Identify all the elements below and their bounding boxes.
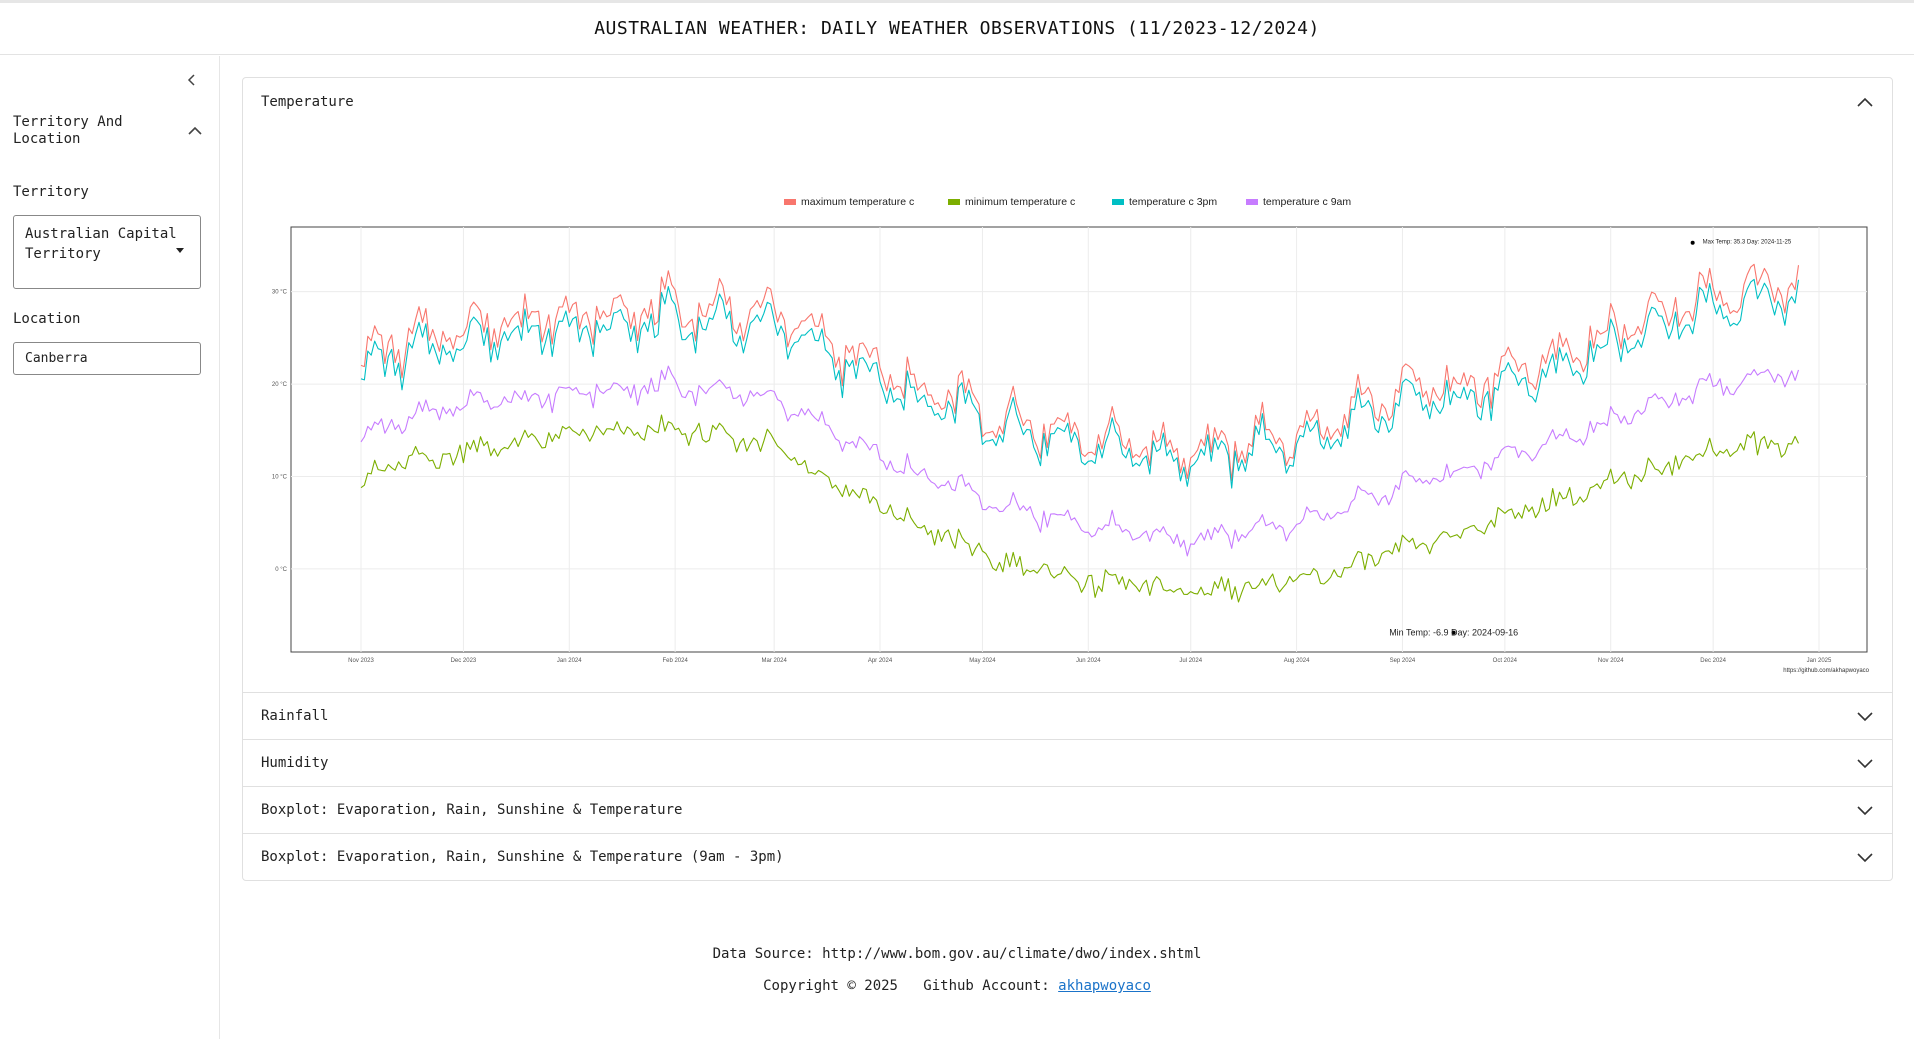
territory-label: Territory — [13, 184, 89, 200]
caret-down-icon — [176, 248, 184, 253]
accordion-title: Territory And Location — [13, 114, 123, 147]
legend-label-3: temperature c 3pm — [1129, 196, 1217, 208]
panel-humidity-header[interactable]: Humidity — [243, 739, 1892, 786]
y-tick-label: 10 °C — [272, 474, 288, 480]
legend-label-4: temperature c 9am — [1263, 196, 1351, 208]
legend-swatch-3 — [1112, 199, 1124, 205]
x-tick-label: Dec 2023 — [451, 658, 477, 664]
chevron-left-icon — [187, 74, 195, 86]
x-tick-label: Mar 2024 — [761, 658, 787, 664]
legend-swatch-4 — [1246, 199, 1258, 205]
y-tick-label: 20 °C — [272, 382, 288, 388]
panel-title: Rainfall — [261, 708, 329, 724]
github-label: Github Account: — [923, 978, 1050, 994]
footer-source: Data Source: http://www.bom.gov.au/clima… — [712, 946, 1202, 962]
x-tick-label: Sep 2024 — [1390, 658, 1416, 664]
legend-swatch-1 — [784, 199, 796, 205]
page-title: AUSTRALIAN WEATHER: DAILY WEATHER OBSERV… — [594, 18, 1320, 39]
territory-location-accordion[interactable]: Territory And Location — [13, 114, 203, 148]
x-tick-label: Nov 2024 — [1598, 658, 1624, 664]
series-line-3 — [360, 278, 1800, 489]
legend-label-2: minimum temperature c — [965, 196, 1075, 208]
x-tick-label: Jan 2025 — [1807, 658, 1832, 664]
max-temp-annotation: Max Temp: 35.3 Day: 2024-11-25 — [1703, 240, 1792, 246]
chevron-down-icon — [1857, 712, 1873, 722]
github-link[interactable]: akhapwoyaco — [1058, 978, 1151, 994]
copyright-text: Copyright © 2025 — [763, 978, 898, 994]
panel-boxplot-9am-3pm-header[interactable]: Boxplot: Evaporation, Rain, Sunshine & T… — [243, 833, 1892, 880]
x-tick-label: Jun 2024 — [1076, 658, 1101, 664]
territory-select[interactable]: Australian Capital Territory — [13, 215, 201, 289]
chevron-down-icon — [1857, 806, 1873, 816]
location-input[interactable] — [13, 342, 201, 375]
chart-caption: https://github.com/akhapwoyaco — [1783, 668, 1869, 674]
location-label: Location — [13, 311, 81, 327]
sidebar: Territory And Location Territory Austral… — [0, 56, 220, 1039]
panel-rainfall-header[interactable]: Rainfall — [243, 692, 1892, 739]
panel-title: Temperature — [261, 93, 354, 110]
x-tick-label: Apr 2024 — [868, 658, 893, 664]
panel-title: Humidity — [261, 755, 329, 771]
page-header: AUSTRALIAN WEATHER: DAILY WEATHER OBSERV… — [0, 3, 1914, 55]
main-content: Temperature 0 °C 10 °C 20 °C 30 °C Nov 2023 D… — [242, 77, 1893, 881]
series-line-2 — [360, 414, 1799, 603]
temperature-chart: 0 °C 10 °C 20 °C 30 °C Nov 2023 Dec 2023 Jan 2… — [272, 196, 1870, 674]
min-temp-point — [1451, 630, 1456, 635]
x-tick-label: Oct 2024 — [1493, 658, 1518, 664]
x-tick-label: Jan 2024 — [557, 658, 582, 664]
series-line-1 — [360, 263, 1800, 482]
series-line-4 — [360, 365, 1800, 557]
chevron-down-icon — [1857, 759, 1873, 769]
chevron-up-icon — [188, 126, 202, 135]
panel-title: Boxplot: Evaporation, Rain, Sunshine & T… — [261, 849, 784, 865]
y-tick-label: 30 °C — [272, 290, 288, 296]
x-tick-label: Dec 2024 — [1700, 658, 1726, 664]
panel-boxplot-header[interactable]: Boxplot: Evaporation, Rain, Sunshine & T… — [243, 786, 1892, 833]
y-tick-label: 0 °C — [275, 567, 287, 573]
temperature-chart-container: 0 °C 10 °C 20 °C 30 °C Nov 2023 Dec 2023 Jan 2… — [243, 125, 1892, 692]
chevron-down-icon — [1857, 853, 1873, 863]
top-border — [0, 0, 1914, 3]
x-tick-label: Aug 2024 — [1284, 658, 1310, 664]
x-tick-label: Feb 2024 — [662, 658, 688, 664]
chevron-up-icon — [1857, 97, 1873, 107]
min-temp-annotation: Min Temp: -6.9 Day: 2024-09-16 — [1389, 628, 1518, 638]
legend-swatch-2 — [948, 199, 960, 205]
panels-card: Temperature 0 °C 10 °C 20 °C 30 °C Nov 2023 D… — [242, 77, 1893, 881]
x-tick-label: Nov 2023 — [348, 658, 374, 664]
footer-copyright: Copyright © 2025 Github Account: akhapwo… — [0, 978, 1914, 994]
territory-selected-value: Australian Capital Territory — [25, 226, 177, 262]
panel-temperature-header[interactable]: Temperature — [243, 78, 1892, 125]
legend-label-1: maximum temperature c — [801, 196, 914, 208]
sidebar-collapse-button[interactable] — [182, 68, 202, 92]
max-temp-point — [1690, 240, 1695, 245]
x-tick-label: May 2024 — [969, 658, 996, 664]
panel-title: Boxplot: Evaporation, Rain, Sunshine & T… — [261, 802, 683, 818]
x-tick-label: Jul 2024 — [1179, 658, 1202, 664]
